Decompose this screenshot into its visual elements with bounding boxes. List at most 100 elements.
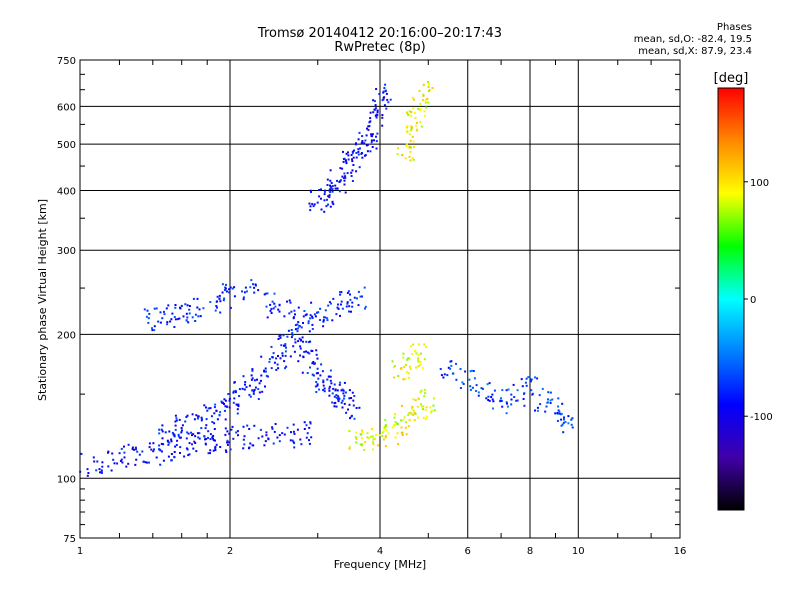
data-point [343, 397, 345, 400]
data-point [296, 330, 299, 333]
data-point [406, 111, 409, 114]
data-point [98, 468, 101, 471]
data-point [324, 189, 327, 192]
data-point [192, 433, 195, 436]
data-point [401, 153, 403, 156]
data-point [193, 418, 196, 421]
data-point [417, 357, 420, 360]
data-point [275, 368, 278, 371]
data-point [505, 389, 508, 392]
data-point [337, 400, 340, 403]
data-point [273, 302, 276, 305]
data-point [365, 134, 368, 137]
data-point [309, 317, 312, 320]
data-point [361, 156, 364, 159]
data-point [447, 366, 450, 369]
data-point [549, 402, 552, 404]
data-point [173, 451, 176, 453]
data-point [330, 302, 332, 305]
data-point [93, 460, 96, 463]
data-point [449, 367, 452, 370]
data-point [162, 443, 165, 446]
data-point [336, 187, 339, 190]
data-point [415, 366, 418, 369]
data-point [123, 451, 126, 454]
data-point [112, 458, 115, 461]
data-point [327, 203, 329, 206]
data-point [229, 286, 232, 289]
data-point [407, 376, 410, 379]
data-point [418, 89, 421, 92]
data-point [357, 304, 360, 307]
data-point [570, 418, 573, 421]
data-point [370, 435, 372, 438]
data-point [345, 152, 348, 155]
data-point [257, 289, 260, 292]
data-point [298, 337, 301, 340]
data-point [439, 368, 442, 370]
data-point [187, 321, 190, 324]
data-point [341, 406, 344, 409]
data-point [161, 450, 163, 453]
data-point [198, 308, 201, 311]
data-point [173, 326, 176, 328]
data-point [228, 288, 231, 291]
data-point [369, 120, 372, 123]
data-point [175, 417, 178, 420]
data-point [334, 184, 337, 187]
data-point [159, 463, 162, 466]
data-point [265, 434, 268, 437]
data-point [254, 283, 257, 286]
data-point [209, 433, 212, 436]
data-point [347, 154, 350, 157]
data-point [420, 125, 423, 128]
stats-heading: Phases [716, 22, 752, 33]
data-point [288, 312, 291, 315]
data-point [350, 310, 352, 313]
data-point [253, 286, 256, 289]
data-point [311, 362, 314, 365]
data-point [107, 450, 110, 453]
data-point [415, 352, 418, 355]
data-point [228, 441, 231, 444]
data-point [366, 436, 369, 439]
data-point [320, 363, 323, 366]
data-point [271, 356, 274, 359]
colorbar [717, 87, 745, 511]
data-point [417, 354, 420, 357]
data-point [274, 423, 277, 425]
data-point [316, 383, 319, 386]
data-point [153, 307, 156, 310]
data-point [270, 312, 273, 314]
data-point [216, 418, 219, 421]
data-point [293, 309, 296, 312]
data-point [370, 133, 373, 136]
data-point [229, 448, 232, 451]
data-point [370, 141, 373, 144]
data-point [185, 437, 188, 440]
data-point [422, 416, 425, 419]
data-point [248, 428, 251, 430]
data-point [299, 354, 302, 357]
data-point [307, 341, 310, 344]
data-point [161, 437, 164, 440]
colorbar-label: [deg] [714, 71, 749, 86]
data-point [212, 437, 214, 440]
data-point [87, 472, 90, 474]
data-point [364, 441, 367, 444]
data-point [571, 426, 574, 429]
data-point [309, 314, 312, 317]
data-point [214, 403, 217, 406]
data-point [151, 329, 154, 332]
data-point [135, 448, 137, 451]
data-point [308, 202, 311, 205]
data-point [409, 139, 412, 142]
data-point [412, 409, 415, 412]
data-point [424, 418, 427, 420]
data-point [346, 302, 349, 305]
data-point [221, 401, 224, 404]
data-point [516, 399, 519, 402]
data-point [381, 116, 384, 119]
data-point [236, 408, 239, 411]
data-point [162, 459, 165, 462]
